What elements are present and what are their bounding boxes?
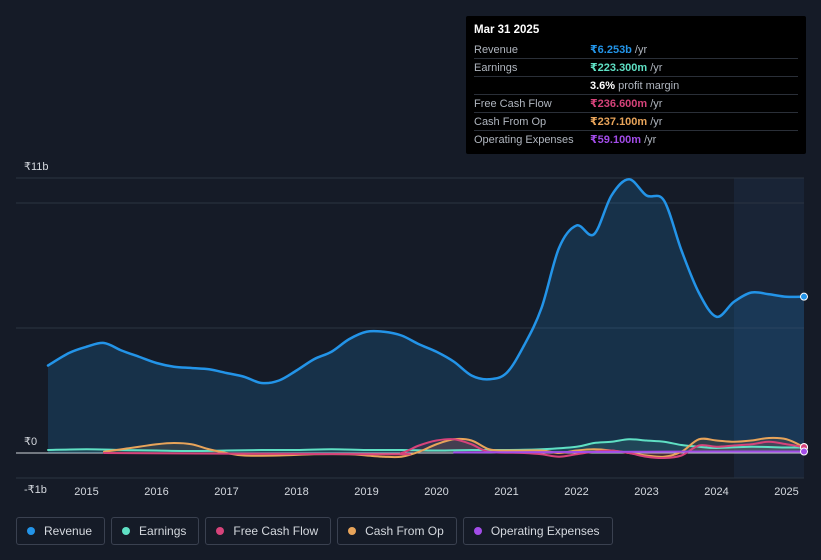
- legend-dot-icon: [122, 527, 131, 535]
- legend-item-revenue[interactable]: Revenue: [16, 517, 106, 545]
- tooltip-label: Free Cash Flow: [474, 97, 552, 110]
- x-tick-label: 2023: [634, 486, 658, 498]
- tooltip-unit: /yr: [650, 97, 663, 110]
- legend-item-cash-from-op[interactable]: Cash From Op: [337, 517, 457, 545]
- tooltip-row: Operating Expenses ₹59.100m/yr: [474, 130, 798, 148]
- free-cash-flow-line: [103, 438, 805, 460]
- x-tick-label: 2019: [354, 486, 378, 498]
- tooltip-row: Free Cash Flow ₹236.600m/yr: [474, 94, 798, 112]
- tooltip-value: 3.6%: [590, 79, 616, 92]
- revenue-line: [46, 178, 806, 385]
- x-tick-label: 2022: [564, 486, 588, 498]
- series-areas: [48, 179, 804, 459]
- legend-label: Free Cash Flow: [233, 524, 319, 538]
- tooltip-value: ₹236.600m: [590, 98, 648, 110]
- y-tick-label: ₹0: [24, 436, 37, 448]
- tooltip-label: Operating Expenses: [474, 133, 574, 146]
- y-axis: ₹11b ₹0 -₹1b: [24, 161, 49, 496]
- end-markers: [800, 292, 808, 456]
- cash-from-op-area: [104, 437, 804, 458]
- x-tick-label: 2015: [74, 486, 98, 498]
- legend-dot-icon: [348, 527, 357, 535]
- tooltip-label: Cash From Op: [474, 115, 547, 128]
- x-tick-label: 2020: [424, 486, 448, 498]
- operating-expenses-end-marker: [800, 447, 808, 456]
- tooltip-unit: profit margin: [618, 79, 680, 92]
- revenue-end-marker: [800, 292, 808, 301]
- legend-label: Earnings: [139, 524, 187, 538]
- y-tick-label: -₹1b: [24, 484, 47, 496]
- operating-expenses-line: [453, 450, 805, 454]
- legend: Revenue Earnings Free Cash Flow Cash From O…: [16, 517, 613, 545]
- tooltip-value: ₹237.100m: [590, 116, 648, 128]
- x-axis: 2015 2016 2017 2018 2019 2020 2021 2022 2023 2024…: [74, 486, 798, 498]
- revenue-area: [48, 179, 804, 453]
- x-tick-label: 2018: [284, 486, 308, 498]
- legend-label: Revenue: [44, 524, 93, 538]
- tooltip-unit: /yr: [634, 43, 648, 56]
- legend-item-operating-expenses[interactable]: Operating Expenses: [462, 517, 613, 545]
- legend-dot-icon: [27, 527, 35, 535]
- tooltip-unit: /yr: [650, 115, 663, 128]
- x-tick-label: 2025: [774, 486, 798, 498]
- x-tick-label: 2024: [704, 486, 728, 498]
- tooltip-label: Earnings: [474, 61, 518, 74]
- earnings-area: [48, 439, 804, 453]
- tooltip-unit: /yr: [644, 133, 657, 146]
- tooltip-value: ₹59.100m: [590, 134, 642, 146]
- x-tick-label: 2017: [214, 486, 238, 498]
- tooltip-label: Revenue: [474, 43, 519, 56]
- x-tick-label: 2021: [494, 486, 518, 498]
- tooltip-row: 3.6% profit margin: [474, 76, 798, 94]
- x-tick-label: 2016: [144, 486, 168, 498]
- tooltip-unit: /yr: [650, 61, 663, 74]
- tooltip-date: Mar 31 2025: [474, 24, 540, 36]
- tooltip-row: Earnings ₹223.300m/yr: [474, 58, 798, 76]
- tooltip: Mar 31 2025 Revenue ₹6.253b/yr Earnings ₹22…: [466, 16, 806, 154]
- legend-label: Operating Expenses: [490, 524, 600, 538]
- tooltip-row: Revenue ₹6.253b/yr: [474, 41, 798, 58]
- series-lines: [46, 178, 806, 460]
- legend-dot-icon: [473, 527, 482, 535]
- legend-item-earnings[interactable]: Earnings: [111, 517, 200, 545]
- y-tick-label: ₹11b: [24, 161, 49, 173]
- tooltip-value: ₹223.300m: [590, 62, 648, 74]
- legend-item-free-cash-flow[interactable]: Free Cash Flow: [205, 517, 332, 545]
- legend-label: Cash From Op: [365, 524, 444, 538]
- tooltip-row: Cash From Op ₹237.100m/yr: [474, 112, 798, 130]
- tooltip-value: ₹6.253b: [590, 44, 632, 56]
- legend-dot-icon: [216, 527, 225, 535]
